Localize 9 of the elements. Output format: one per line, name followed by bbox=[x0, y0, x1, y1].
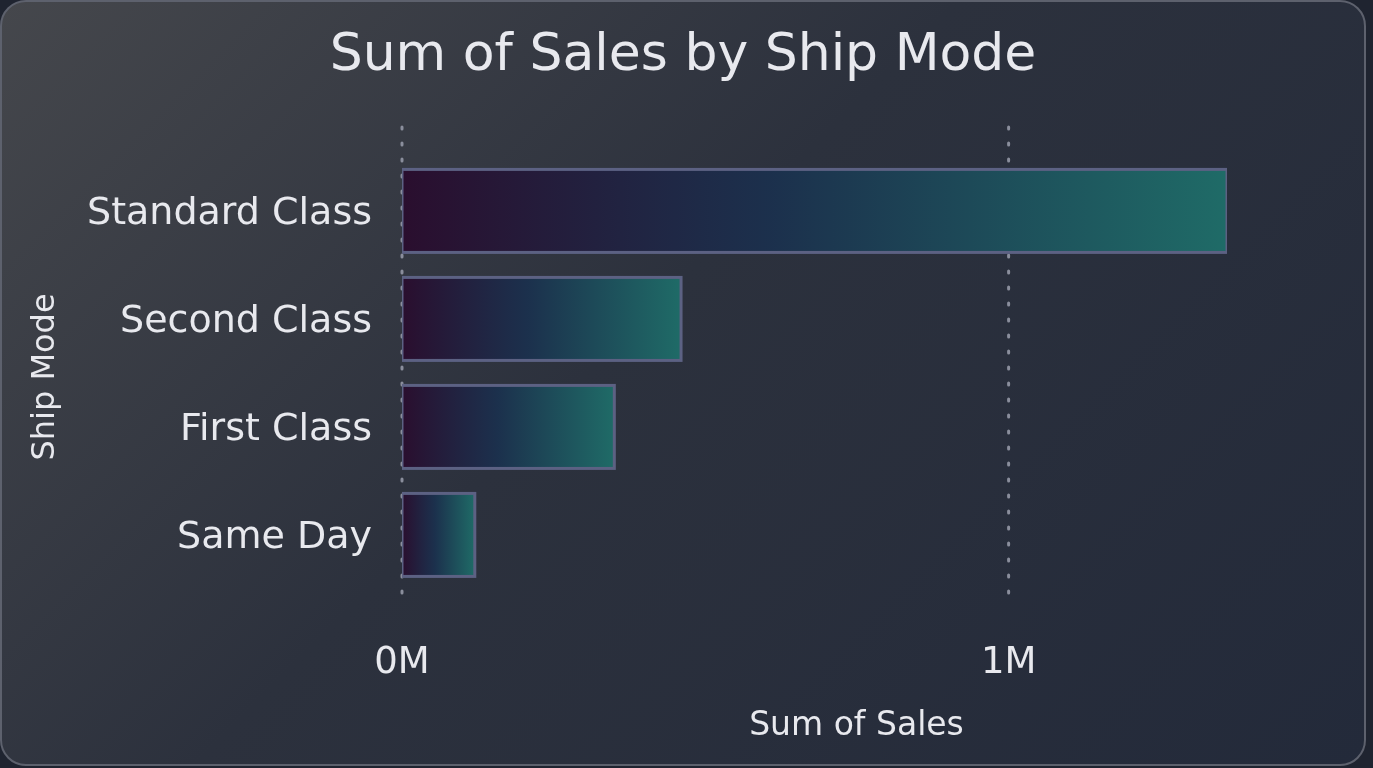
x-tick-label: 0M bbox=[374, 639, 430, 683]
y-tick-label: Standard Class bbox=[87, 189, 372, 234]
y-axis-title: Ship Mode bbox=[24, 293, 62, 461]
y-tick-label: Same Day bbox=[177, 513, 372, 558]
x-tick-label: 1M bbox=[980, 639, 1037, 683]
chart-title: Sum of Sales by Ship Mode bbox=[328, 21, 1038, 83]
y-tick-label: First Class bbox=[179, 405, 372, 450]
y-tick-label: Second Class bbox=[120, 297, 372, 342]
x-axis-title: Sum of Sales bbox=[749, 704, 964, 743]
